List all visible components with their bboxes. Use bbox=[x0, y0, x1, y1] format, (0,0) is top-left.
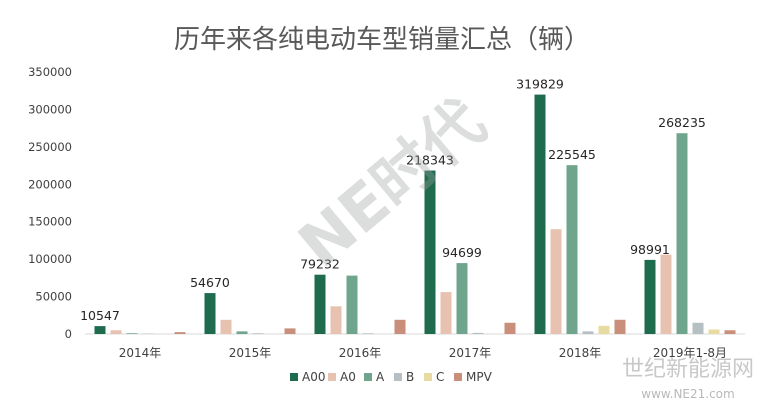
data-label: 319829 bbox=[516, 77, 564, 92]
bar-a00 bbox=[644, 259, 656, 334]
legend-label: MPV bbox=[466, 370, 493, 384]
x-tick-label: 2017年 bbox=[449, 346, 492, 360]
site-watermark: 世纪新能源网 www.NE21.com bbox=[622, 357, 754, 401]
bar-a bbox=[126, 333, 138, 334]
x-tick-label: 2016年 bbox=[339, 346, 382, 360]
bar-a00 bbox=[534, 94, 546, 335]
y-tick-label: 100000 bbox=[28, 252, 72, 266]
legend-swatch bbox=[328, 373, 336, 381]
legend-swatch bbox=[454, 373, 462, 381]
legend-label: A00 bbox=[302, 370, 325, 384]
legend-swatch bbox=[364, 373, 372, 381]
data-label: 79232 bbox=[300, 257, 340, 272]
bar-a bbox=[456, 263, 468, 334]
data-label: 98991 bbox=[630, 242, 670, 257]
y-tick-label: 350000 bbox=[28, 65, 72, 79]
y-tick-label: 0 bbox=[65, 327, 72, 341]
legend-label: C bbox=[436, 370, 444, 384]
y-tick-label: 200000 bbox=[28, 177, 72, 191]
bar-mpv bbox=[394, 319, 406, 334]
x-tick-label: 2019年1-8月 bbox=[653, 346, 727, 360]
data-label: 218343 bbox=[406, 153, 454, 168]
bar-b bbox=[362, 333, 374, 334]
y-tick-label: 150000 bbox=[28, 215, 72, 229]
legend-swatch bbox=[424, 373, 432, 381]
legend-swatch bbox=[394, 373, 402, 381]
legend-label: B bbox=[406, 370, 414, 384]
bar-b bbox=[472, 332, 484, 334]
bar-a0 bbox=[550, 229, 562, 334]
y-tick-label: 250000 bbox=[28, 140, 72, 154]
bar-c bbox=[708, 329, 720, 334]
legend-swatch bbox=[290, 373, 298, 381]
bar-b bbox=[252, 333, 264, 334]
legend-label: A0 bbox=[340, 370, 356, 384]
bar-mpv bbox=[504, 322, 516, 334]
bar-mpv bbox=[724, 330, 736, 334]
data-labels-group: 10547 54670 79232 218343 94699 319829 225545 98… bbox=[80, 77, 706, 324]
data-label: 94699 bbox=[442, 245, 482, 260]
bar-mpv bbox=[174, 332, 186, 334]
legend-label: A bbox=[376, 370, 385, 384]
y-tick-label: 50000 bbox=[35, 290, 72, 304]
bar-c bbox=[598, 325, 610, 334]
data-label: 268235 bbox=[658, 115, 706, 130]
bar-a0 bbox=[110, 330, 122, 334]
y-axis-ticks: 0 50000 100000 150000 200000 250000 300000 3500… bbox=[28, 65, 72, 341]
bar-b bbox=[582, 331, 594, 334]
legend: A00 A0 A B C MPV bbox=[290, 370, 493, 384]
data-label: 10547 bbox=[80, 308, 120, 323]
bar-a00 bbox=[204, 293, 216, 334]
data-label: 54670 bbox=[190, 275, 230, 290]
bar-a0 bbox=[330, 306, 342, 334]
data-label: 225545 bbox=[548, 147, 596, 162]
bars-group bbox=[94, 94, 736, 335]
bar-mpv bbox=[614, 319, 626, 334]
bar-a bbox=[566, 165, 578, 334]
bar-a0 bbox=[440, 292, 452, 334]
bar-a00 bbox=[94, 326, 106, 334]
bar-mpv bbox=[284, 328, 296, 334]
y-tick-label: 300000 bbox=[28, 102, 72, 116]
x-tick-label: 2018年 bbox=[559, 346, 602, 360]
x-tick-label: 2014年 bbox=[119, 346, 162, 360]
bar-a bbox=[236, 331, 248, 334]
chart-title: 历年来各纯电动车型销量汇总（辆） bbox=[174, 25, 590, 55]
bar-b bbox=[692, 322, 704, 334]
site-url: www.NE21.com bbox=[641, 387, 734, 401]
bar-a00 bbox=[424, 170, 436, 334]
bar-a bbox=[346, 275, 358, 334]
bar-a00 bbox=[314, 274, 326, 334]
x-axis-ticks: 2014年 2015年 2016年 2017年 2018年 2019年1-8月 bbox=[119, 346, 727, 360]
bar-a0 bbox=[660, 254, 672, 334]
site-name: 世纪新能源网 bbox=[622, 357, 754, 382]
bar-a bbox=[676, 133, 688, 334]
x-tick-label: 2015年 bbox=[229, 346, 272, 360]
bar-a0 bbox=[220, 319, 232, 334]
